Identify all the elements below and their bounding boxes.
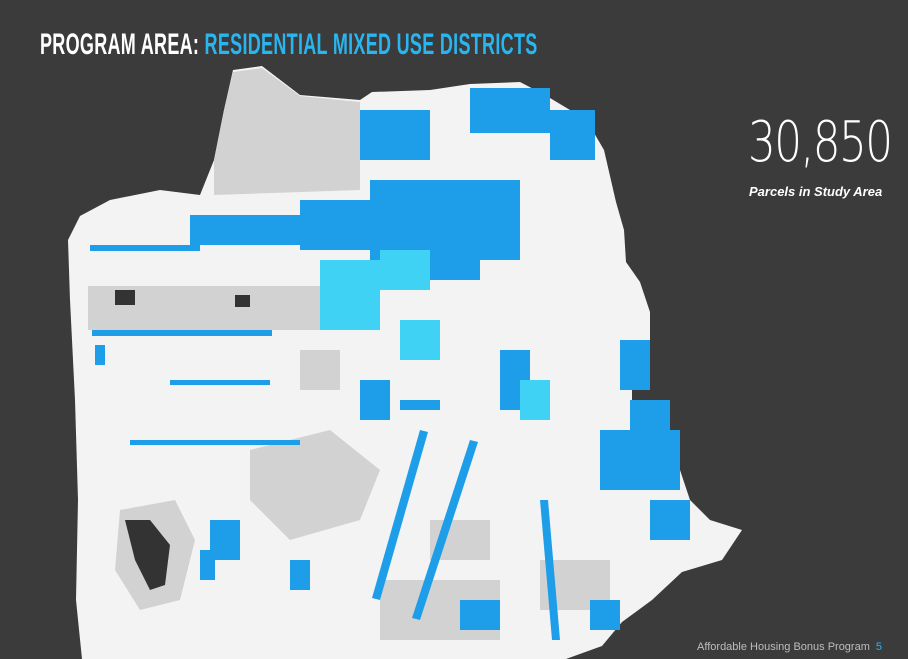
stat-label: Parcels in Study Area xyxy=(749,184,883,199)
city-outline xyxy=(68,66,742,659)
footer-program: Affordable Housing Bonus Program xyxy=(697,641,870,653)
title-highlight: RESIDENTIAL MIXED USE DISTRICTS xyxy=(204,28,538,61)
stat-value: 30,850 xyxy=(748,110,893,175)
footer: Affordable Housing Bonus Program 5 xyxy=(697,641,882,653)
title-lead: PROGRAM AREA: xyxy=(40,28,200,61)
slide-title: PROGRAM AREA: RESIDENTIAL MIXED USE DIST… xyxy=(40,28,538,62)
districts-light xyxy=(320,250,550,420)
page-number: 5 xyxy=(875,641,882,653)
lakes xyxy=(115,290,250,590)
